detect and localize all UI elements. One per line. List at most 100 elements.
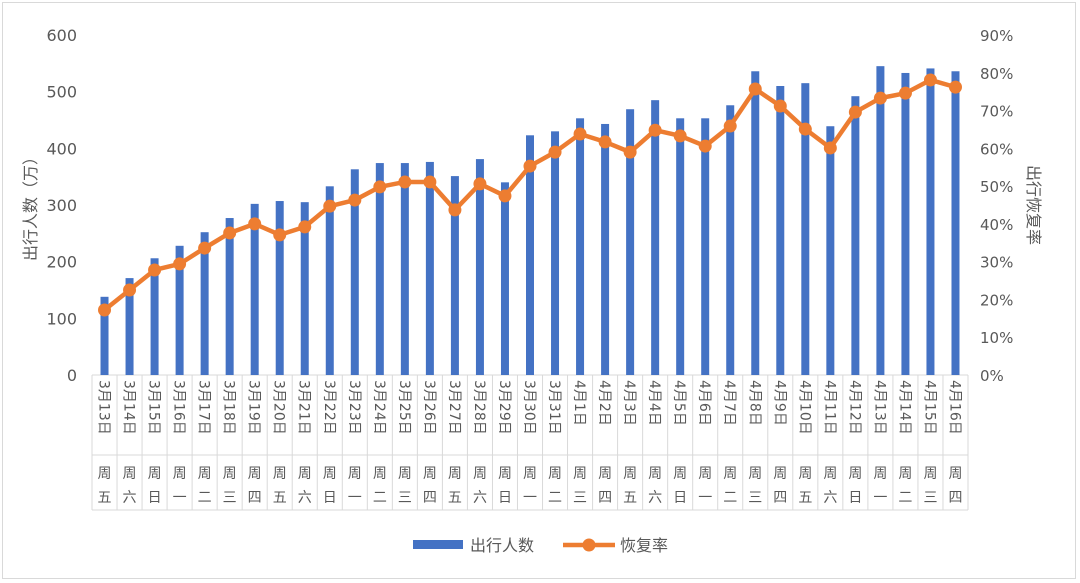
bar <box>375 163 384 375</box>
weekday-label: 三 <box>923 490 937 506</box>
x-tick-label: 3月31日 <box>546 380 562 435</box>
weekday-label: 二 <box>898 490 912 506</box>
weekday-label: 周 <box>648 466 662 482</box>
bar <box>801 83 810 376</box>
x-tick-label: 4月7日 <box>721 380 737 426</box>
weekday-label: 六 <box>823 490 837 506</box>
weekday-label: 周 <box>848 466 862 482</box>
line-point <box>473 177 487 191</box>
legend-line-marker <box>582 538 596 552</box>
bar <box>651 100 660 376</box>
bar <box>826 126 835 375</box>
bar <box>626 109 635 375</box>
weekday-label: 二 <box>198 490 212 506</box>
weekday-label: 三 <box>748 490 762 506</box>
weekday-label: 周 <box>723 466 737 482</box>
x-tick-label: 3月27日 <box>446 380 462 435</box>
legend-label: 恢复率 <box>620 536 668 555</box>
x-tick-label: 4月2日 <box>596 380 612 426</box>
x-tick-label: 4月6日 <box>696 380 712 426</box>
weekday-label: 周 <box>873 466 887 482</box>
legend-bar-swatch <box>413 540 463 549</box>
weekday-label: 一 <box>873 490 887 506</box>
weekday-label: 周 <box>498 466 512 482</box>
bar <box>601 123 610 375</box>
y2-tick-label: 90% <box>980 27 1013 45</box>
x-tick-label: 4月8日 <box>746 380 762 426</box>
line-point <box>648 123 662 137</box>
weekday-label: 周 <box>223 466 237 482</box>
weekday-label: 周 <box>148 466 162 482</box>
x-tick-label: 4月10日 <box>796 380 812 435</box>
weekday-label: 周 <box>348 466 362 482</box>
y2-tick-label: 20% <box>980 291 1013 309</box>
bar <box>876 66 885 376</box>
weekday-label: 周 <box>798 466 812 482</box>
weekday-label: 一 <box>698 490 712 506</box>
line-point <box>673 129 687 143</box>
bar <box>300 202 309 375</box>
x-tick-label: 4月15日 <box>921 380 937 435</box>
y2-tick-label: 60% <box>980 140 1013 158</box>
x-tick-label: 3月16日 <box>171 380 187 435</box>
bar <box>275 201 284 375</box>
weekday-label: 五 <box>273 490 287 506</box>
weekday-label: 周 <box>673 466 687 482</box>
x-tick-label: 3月30日 <box>521 380 537 435</box>
weekday-label: 五 <box>623 490 637 506</box>
y2-axis-title: 出行恢复率 <box>1024 165 1043 245</box>
bar <box>751 71 760 376</box>
x-tick-label: 3月19日 <box>246 380 262 435</box>
line-point <box>323 199 337 213</box>
bar <box>500 182 509 375</box>
x-tick-label: 4月9日 <box>771 380 787 426</box>
line-point <box>223 226 237 240</box>
weekday-label: 周 <box>448 466 462 482</box>
weekday-label: 周 <box>123 466 137 482</box>
bar <box>150 258 159 375</box>
x-tick-label: 3月18日 <box>221 380 237 435</box>
x-tick-label: 3月24日 <box>371 380 387 435</box>
bar <box>200 232 209 375</box>
weekday-label: 六 <box>123 490 137 506</box>
weekday-label: 日 <box>323 490 337 506</box>
x-tick-label: 4月11日 <box>821 380 837 435</box>
weekday-label: 周 <box>198 466 212 482</box>
weekday-label: 周 <box>373 466 387 482</box>
weekday-label: 四 <box>248 490 262 506</box>
weekday-label: 日 <box>498 490 512 506</box>
line-point <box>848 105 862 119</box>
weekday-label: 二 <box>373 490 387 506</box>
y2-tick-label: 10% <box>980 329 1013 347</box>
x-tick-label: 3月20日 <box>271 380 287 435</box>
weekday-label: 一 <box>523 490 537 506</box>
weekday-label: 三 <box>223 490 237 506</box>
weekday-label: 四 <box>423 490 437 506</box>
y2-tick-label: 70% <box>980 103 1013 121</box>
weekday-label: 周 <box>298 466 312 482</box>
x-tick-label: 4月4日 <box>646 380 662 426</box>
line-point <box>598 135 612 149</box>
line-point <box>498 189 512 203</box>
line-point <box>823 141 837 155</box>
bar <box>726 105 735 376</box>
bar <box>676 118 685 376</box>
weekday-label: 六 <box>298 490 312 506</box>
line-point <box>923 73 937 87</box>
line-point <box>398 175 412 189</box>
weekday-label: 周 <box>748 466 762 482</box>
weekday-label: 周 <box>623 466 637 482</box>
bar <box>250 203 259 375</box>
weekday-label: 四 <box>773 490 787 506</box>
weekday-label: 五 <box>798 490 812 506</box>
y-axis-title: 出行人数（万） <box>21 149 40 261</box>
x-tick-label: 3月22日 <box>321 380 337 435</box>
bar <box>851 96 860 375</box>
bar <box>350 169 359 375</box>
bar <box>551 131 560 375</box>
weekday-label: 四 <box>948 490 962 506</box>
weekday-label: 二 <box>548 490 562 506</box>
x-tick-label: 4月1日 <box>571 380 587 426</box>
bar <box>400 163 409 375</box>
